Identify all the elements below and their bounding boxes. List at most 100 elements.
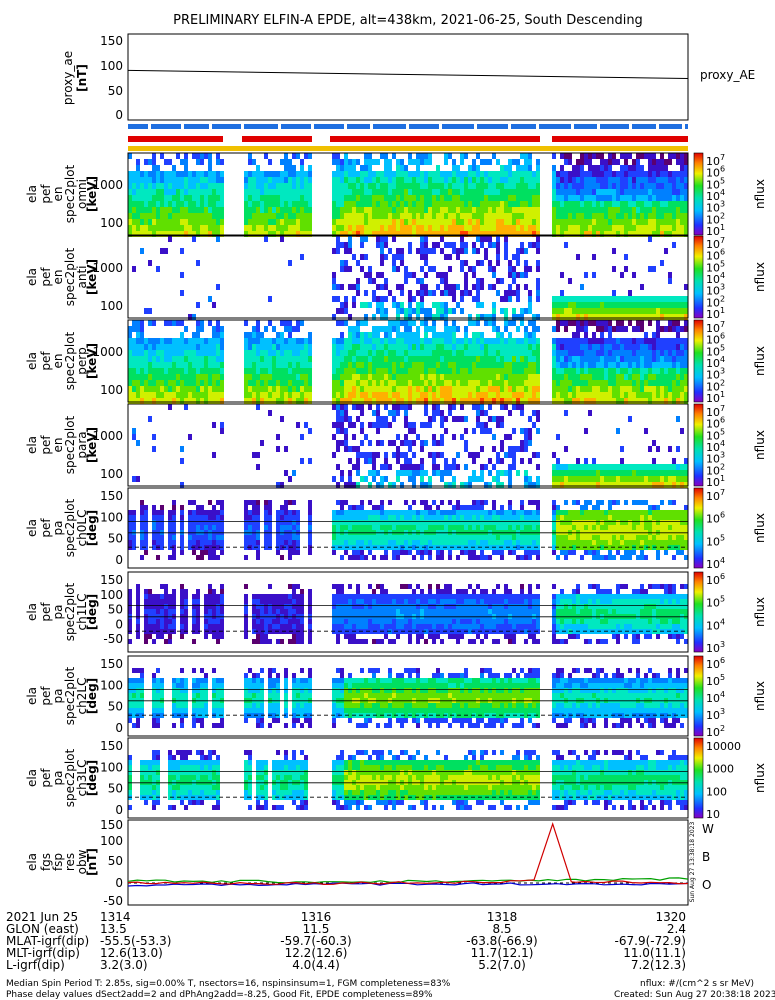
spectrogram-cell — [372, 278, 376, 284]
colorbar-tick-label: 10 — [706, 167, 720, 180]
colorbar-tick-exponent: 2 — [720, 378, 725, 387]
spectrogram-cell — [680, 219, 684, 225]
spectrogram-cell — [464, 225, 468, 231]
spectrogram-cell — [444, 392, 448, 398]
spectrogram-cell — [636, 386, 640, 392]
spectrogram-cell — [560, 482, 564, 488]
spectrogram-cell — [440, 392, 444, 398]
spectrogram-cell — [656, 225, 660, 231]
spectrogram-cell — [384, 308, 388, 314]
spectrogram-cell — [620, 213, 624, 219]
spectrogram-cell — [552, 470, 556, 476]
spectrogram-cell — [208, 183, 212, 189]
spectrogram-cell — [368, 213, 372, 219]
spectrogram-cell — [160, 398, 164, 404]
spectrogram-cell — [352, 535, 356, 540]
spectrogram-cell — [392, 260, 396, 266]
spectrogram-cell — [532, 350, 536, 356]
spectrogram-cell — [552, 195, 556, 201]
spectrogram-cell — [512, 231, 516, 237]
spectrogram-cell — [672, 189, 676, 195]
spectrogram-cell — [368, 458, 372, 464]
spectrogram-cell — [256, 338, 260, 344]
spectrogram-cell — [300, 195, 304, 201]
spectrogram-cell — [172, 219, 176, 225]
spectrogram-cell — [620, 219, 624, 225]
spectrogram-cell — [412, 344, 416, 350]
spectrogram-cell — [416, 183, 420, 189]
spectrogram-cell — [568, 470, 572, 476]
spectrogram-cell — [536, 171, 540, 177]
spectrogram-cell — [660, 380, 664, 386]
spectrogram-cell — [416, 338, 420, 344]
spectrogram-cell — [528, 165, 532, 171]
spectrogram-cell — [640, 201, 644, 207]
spectrogram-cell — [560, 344, 564, 350]
spectrogram-cell — [368, 195, 372, 201]
spectrogram-cell — [292, 362, 296, 368]
spectrogram-cell — [164, 374, 168, 380]
spectrogram-cell — [600, 207, 604, 213]
spectrogram-cell — [488, 392, 492, 398]
spectrogram-cell — [604, 374, 608, 380]
spectrogram-cell — [612, 207, 616, 213]
spectrogram-cell — [628, 177, 632, 183]
spectrogram-cell — [520, 225, 524, 231]
spectrogram-cell — [600, 320, 604, 326]
spectrogram-cell — [660, 231, 664, 237]
spectrogram-cell — [340, 392, 344, 398]
spectrogram-cell — [436, 464, 440, 470]
spectrogram-cell — [212, 555, 216, 560]
spectrogram-cell — [508, 362, 512, 368]
spectrogram-cell — [604, 308, 608, 314]
spectrogram-cell — [352, 296, 356, 302]
spectrogram-cell — [244, 207, 248, 213]
status-bar-gap — [209, 124, 212, 129]
spectrogram-cell — [608, 171, 612, 177]
spectrogram-cell — [344, 242, 348, 248]
spectrogram-cell — [680, 308, 684, 314]
spectrogram-cell — [336, 195, 340, 201]
spectrogram-cell — [212, 380, 216, 386]
spectrogram-cell — [284, 207, 288, 213]
spectrogram-cell — [464, 219, 468, 225]
spectrogram-cell — [556, 225, 560, 231]
spectrogram-cell — [460, 183, 464, 189]
spectrogram-cell — [588, 314, 592, 320]
spectrogram-cell — [208, 344, 212, 350]
spectrogram-cell — [368, 540, 372, 545]
spectrogram-cell — [388, 398, 392, 404]
spectrogram-cell — [356, 350, 360, 356]
spectrogram-cell — [284, 213, 288, 219]
spectrogram-cell — [204, 153, 208, 159]
spectrogram-cell — [160, 225, 164, 231]
spectrogram-cell — [516, 159, 520, 165]
spectrogram-cell — [624, 362, 628, 368]
spectrogram-cell — [252, 231, 256, 237]
spectrogram-cell — [620, 380, 624, 386]
spectrogram-cell — [568, 344, 572, 350]
spectrogram-cell — [284, 470, 288, 476]
spectrogram-cell — [280, 189, 284, 195]
spectrogram-cell — [352, 362, 356, 368]
spectrogram-cell — [156, 535, 160, 540]
spectrogram-cell — [396, 266, 400, 272]
spectrogram-cell — [288, 177, 292, 183]
spectrogram-cell — [244, 505, 248, 510]
spectrogram-cell — [492, 380, 496, 386]
spectrogram-cell — [532, 326, 536, 332]
spectrogram-cell — [140, 392, 144, 398]
spectrogram-cell — [288, 231, 292, 237]
spectrogram-cell — [684, 153, 688, 159]
spectrogram-cell — [576, 320, 580, 326]
spectrogram-cell — [500, 225, 504, 231]
spectrogram-cell — [660, 350, 664, 356]
spectrogram-cell — [488, 470, 492, 476]
spectrogram-cell — [636, 350, 640, 356]
spectrogram-cell — [436, 374, 440, 380]
spectrogram-cell — [376, 510, 380, 515]
colorbar-tick-label: 10 — [706, 392, 720, 405]
spectrogram-cell — [504, 404, 508, 410]
spectrogram-cell — [648, 482, 652, 488]
spectrogram-cell — [372, 219, 376, 225]
